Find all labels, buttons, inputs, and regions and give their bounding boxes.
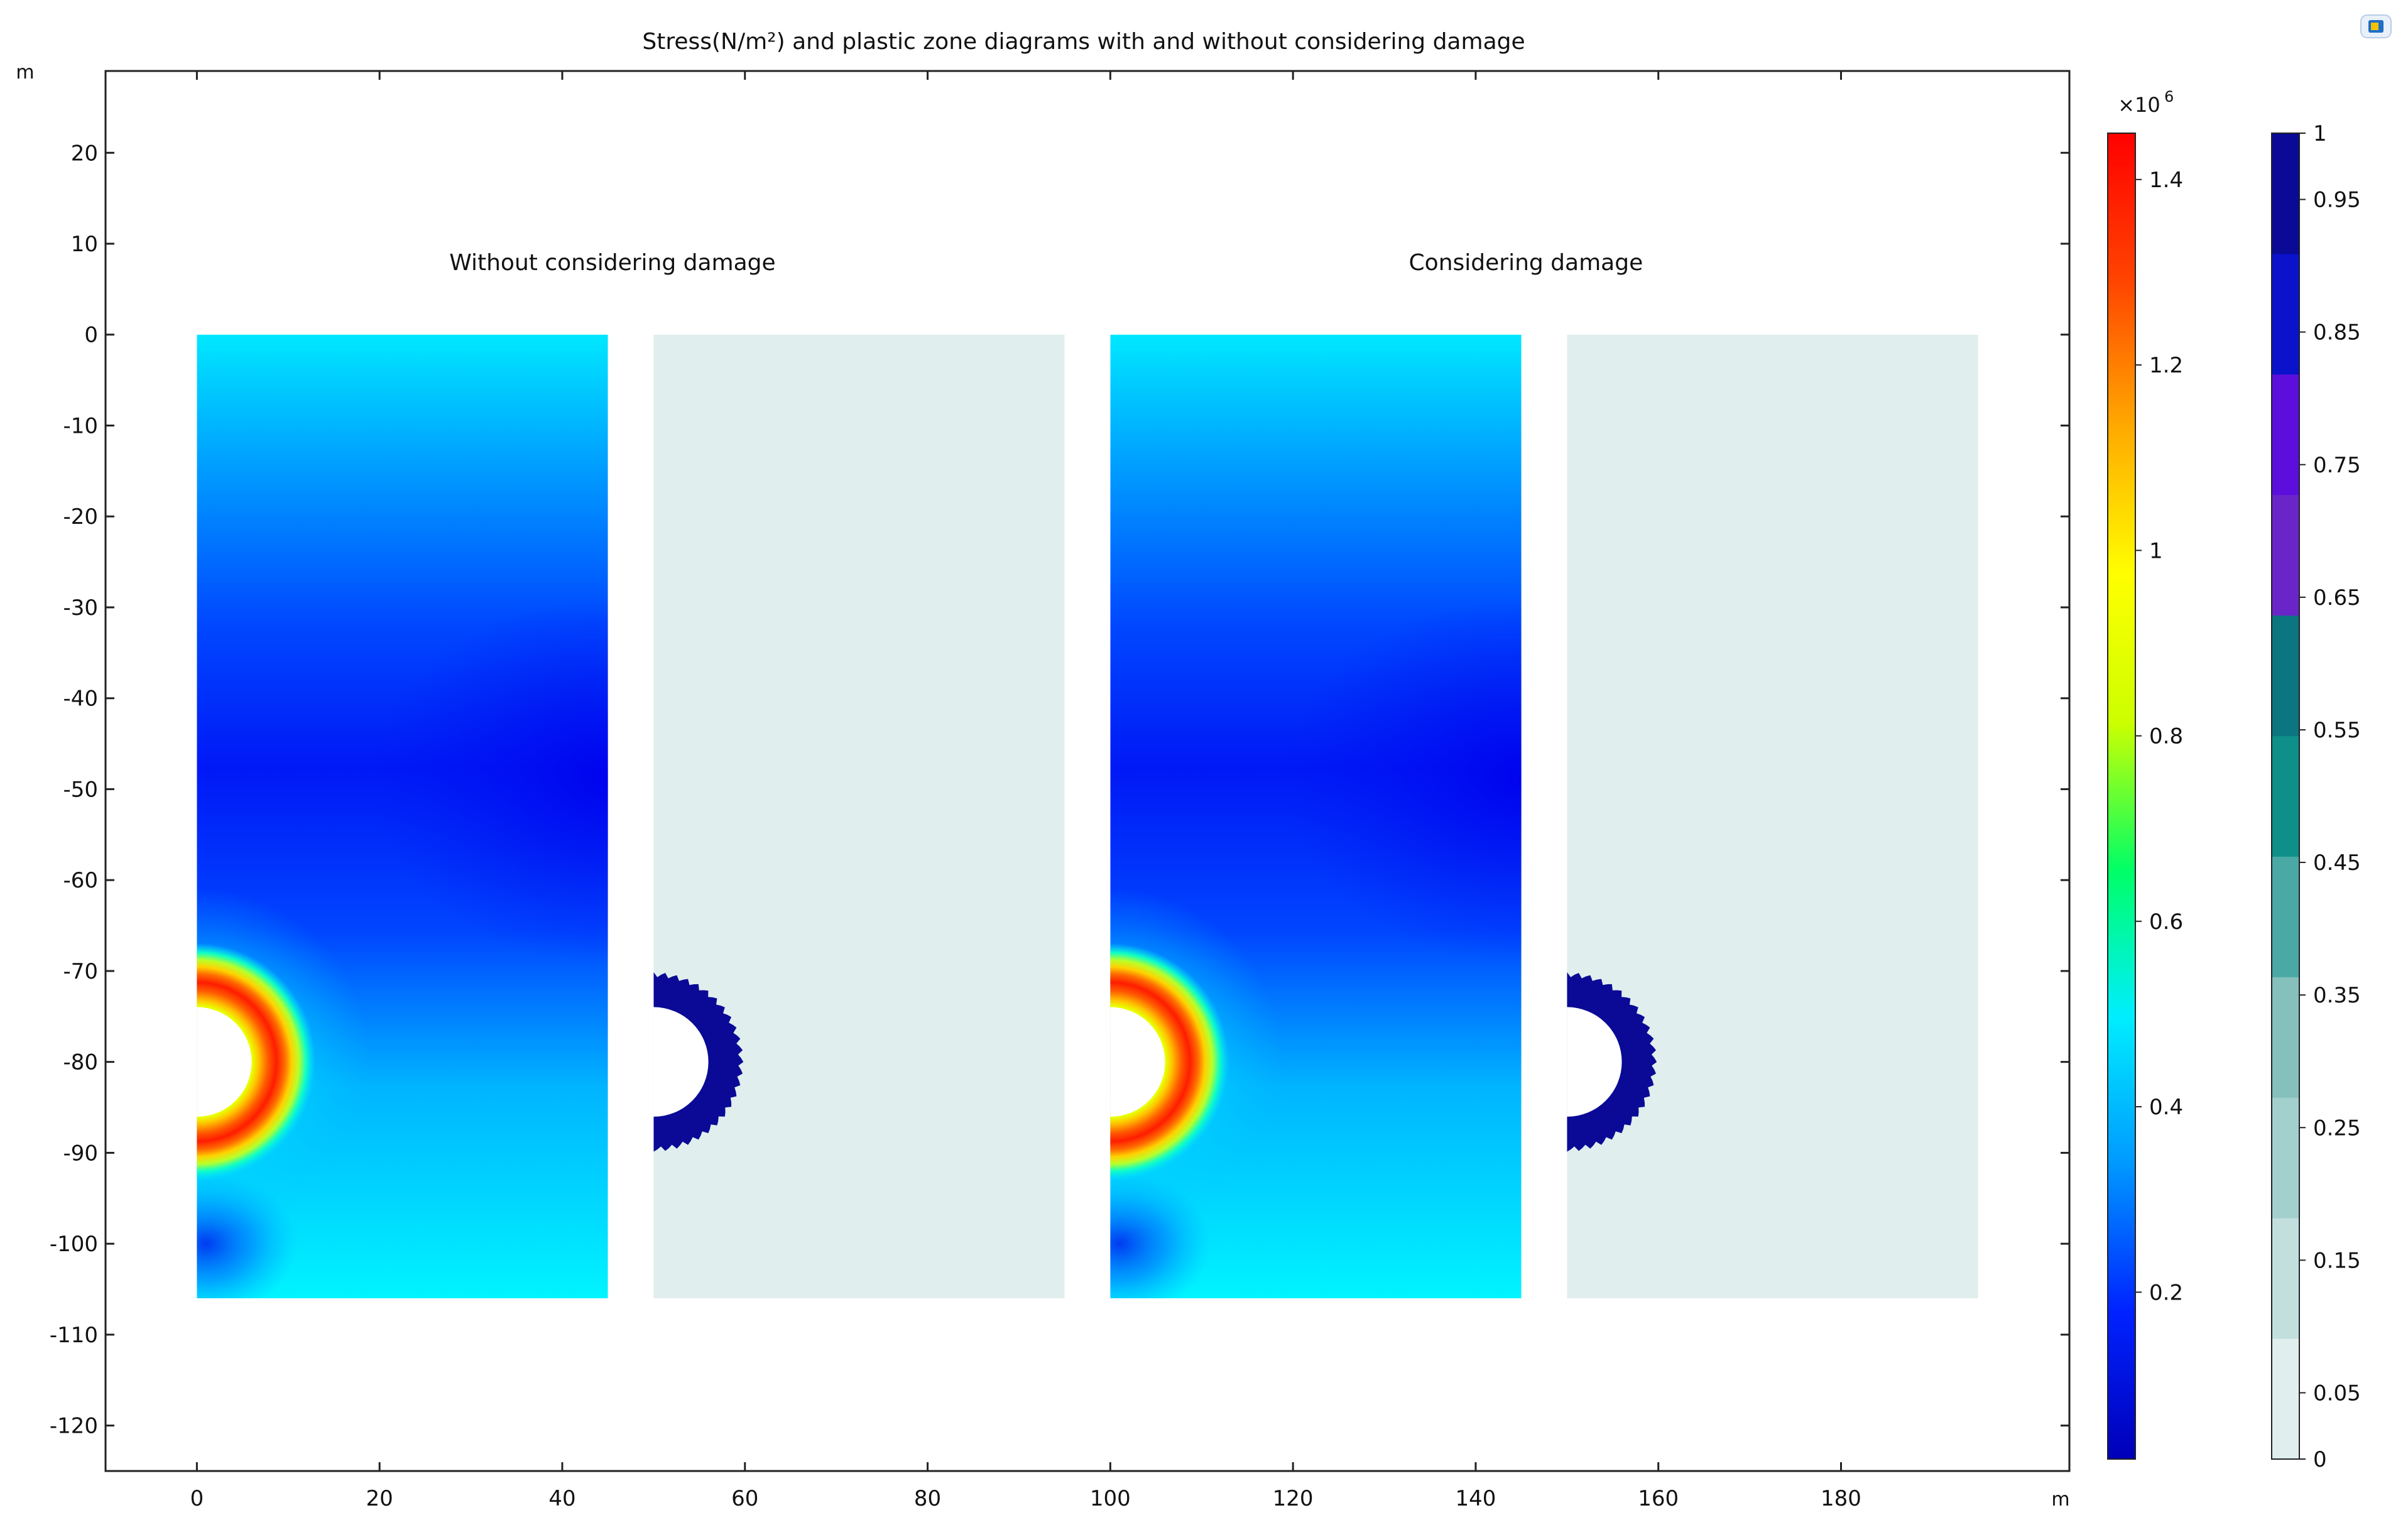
plastic-domain	[1567, 334, 1978, 1298]
stress-colorbar-tick-label: 1.4	[2149, 168, 2183, 193]
stress-concentration-ring	[197, 943, 316, 1181]
panel-label: Considering damage	[1409, 250, 1643, 276]
plot-frame	[104, 70, 2071, 1472]
x-tick-label: 160	[1638, 1486, 1679, 1511]
plastic-colorbar-tick-label: 0.75	[2313, 453, 2361, 478]
stress-field	[197, 334, 608, 1298]
y-tick-label: 20	[71, 141, 98, 166]
stress-field	[1110, 334, 1522, 1298]
x-tick-label: 100	[1090, 1486, 1131, 1511]
plastic-field	[1567, 334, 1978, 1298]
y-tick-label: -90	[63, 1141, 98, 1166]
plastic-colorbar-tick-label: 0.15	[2313, 1248, 2361, 1273]
plastic-colorbar-tick-label: 0.65	[2313, 585, 2361, 611]
tunnel-opening-plastic	[1567, 1007, 1622, 1117]
plastic-colorbar-tick-label: 1	[2313, 121, 2327, 146]
panel-1: Without considering damage	[197, 250, 1065, 1298]
x-axis-unit-label: m	[2051, 1489, 2069, 1511]
stress-colorbar-tick-label: 1	[2149, 538, 2163, 563]
plastic-colorbar-tick-label: 0.05	[2313, 1381, 2361, 1406]
y-tick-label: -40	[63, 687, 98, 712]
y-tick-label: -30	[63, 595, 98, 621]
plastic-colorbar-tick-label: 0.85	[2313, 320, 2361, 345]
plastic-colorbar-tick-label: 0.95	[2313, 188, 2361, 213]
tunnel-opening	[197, 1007, 252, 1117]
stress-colorbar-tick-label: 0.8	[2149, 724, 2183, 749]
stress-colorbar	[2107, 133, 2136, 1460]
plastic-colorbar-band	[2272, 253, 2299, 375]
x-tick-label: 180	[1821, 1486, 1861, 1511]
stress-colorbar-tick-label: 1.2	[2149, 353, 2183, 378]
x-tick-label: 140	[1455, 1486, 1496, 1511]
stress-low-zone	[1283, 597, 1522, 963]
y-tick-label: -110	[50, 1323, 98, 1348]
x-tick-label: 120	[1273, 1486, 1314, 1511]
plastic-colorbar-tick-label: 0.35	[2313, 983, 2361, 1008]
plastic-colorbar-band	[2272, 977, 2299, 1098]
stress-low-zone	[370, 597, 608, 963]
plastic-colorbar-band	[2272, 1218, 2299, 1339]
y-tick-label: -20	[63, 504, 98, 529]
plastic-domain	[653, 334, 1065, 1298]
x-tick-label: 20	[366, 1486, 393, 1511]
chart-title: Stress(N/m²) and plastic zone diagrams w…	[642, 29, 1525, 55]
stress-colorbar-exponent: 6	[2164, 88, 2174, 106]
x-tick-label: 40	[548, 1486, 575, 1511]
plastic-colorbar-band	[2272, 374, 2299, 496]
y-tick-label: -80	[63, 1050, 98, 1075]
plastic-colorbar-band	[2272, 856, 2299, 977]
y-axis-unit-label: m	[16, 62, 34, 84]
plastic-colorbar-band	[2272, 494, 2299, 616]
plastic-colorbar-tick-label: 0.45	[2313, 850, 2361, 876]
plastic-colorbar-band	[2272, 1338, 2299, 1460]
stress-colorbar-multiplier: ×10	[2118, 93, 2160, 117]
plastic-colorbar-band	[2272, 615, 2299, 737]
y-tick-label: -70	[63, 959, 98, 984]
stress-colorbar-tick-label: 0.2	[2149, 1280, 2183, 1305]
plastic-colorbar-band	[2272, 133, 2299, 254]
panel-2: Considering damage	[1110, 250, 1978, 1298]
y-tick-label: 10	[71, 232, 98, 257]
panel-label: Without considering damage	[449, 250, 776, 276]
plastic-colorbar-band	[2272, 1097, 2299, 1219]
plastic-colorbar-tick-label: 0.25	[2313, 1116, 2361, 1141]
tunnel-opening	[1110, 1007, 1165, 1117]
y-tick-label: -50	[63, 777, 98, 802]
stress-colorbar-tick-label: 0.6	[2149, 909, 2183, 935]
y-tick-label: -120	[50, 1414, 98, 1439]
x-tick-label: 60	[731, 1486, 758, 1511]
plastic-colorbar-tick-label: 0.55	[2313, 718, 2361, 743]
plastic-colorbar	[2271, 133, 2300, 1460]
stress-colorbar-tick-label: 0.4	[2149, 1095, 2183, 1120]
y-tick-label: -60	[63, 868, 98, 893]
plastic-colorbar-band	[2272, 736, 2299, 857]
toolbar-toggle-icon[interactable]	[2357, 11, 2395, 41]
x-tick-label: 0	[190, 1486, 204, 1511]
plastic-colorbar-tick-label: 0	[2313, 1447, 2327, 1472]
y-tick-label: -10	[63, 413, 98, 438]
y-tick-label: 0	[84, 323, 98, 348]
tunnel-opening-plastic	[653, 1007, 709, 1117]
stress-concentration-ring	[1110, 943, 1229, 1181]
y-tick-label: -100	[50, 1232, 98, 1257]
plastic-field	[653, 334, 1065, 1298]
x-tick-label: 80	[914, 1486, 941, 1511]
